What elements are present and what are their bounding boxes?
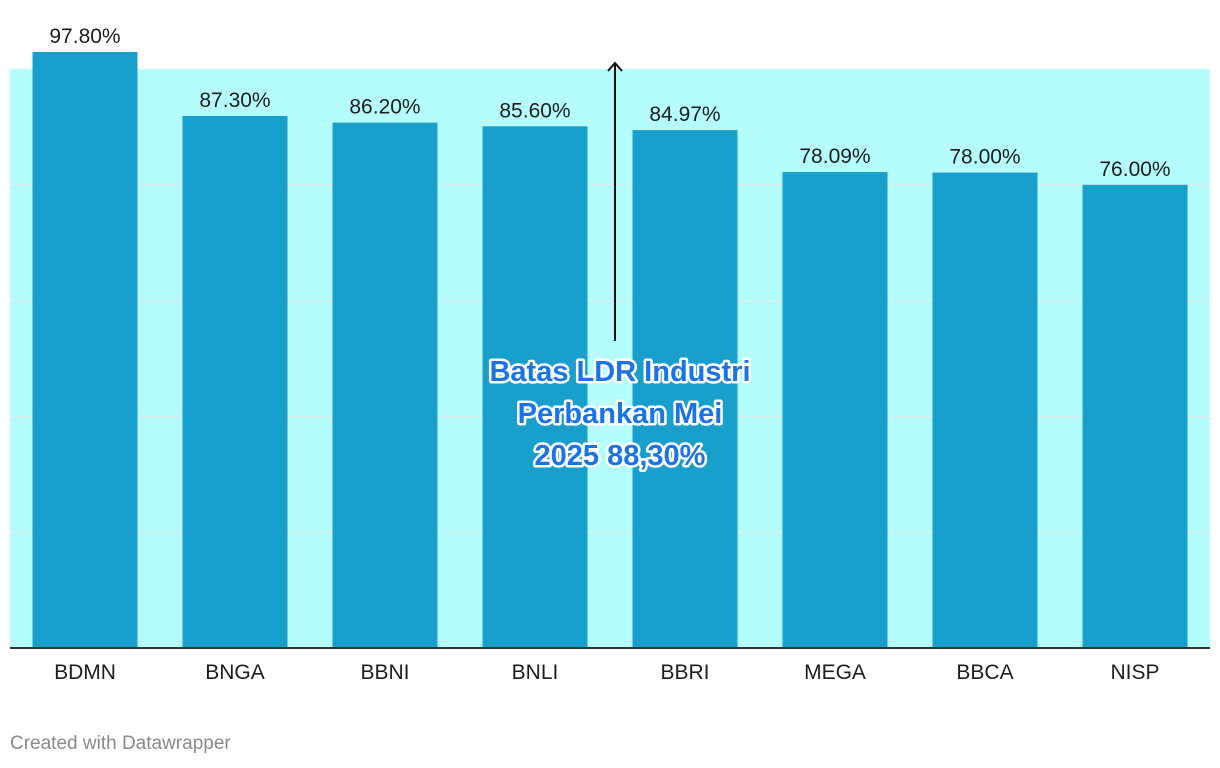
x-tick-label: NISP bbox=[1110, 661, 1159, 684]
value-label: 87.30% bbox=[199, 89, 270, 112]
x-tick-label: BNLI bbox=[512, 661, 559, 684]
bar-bbca bbox=[932, 172, 1038, 648]
bar-nisp bbox=[1082, 184, 1188, 649]
value-label: 78.00% bbox=[949, 146, 1020, 169]
value-label: 97.80% bbox=[49, 25, 120, 48]
bar-bbri bbox=[632, 130, 738, 649]
value-label: 86.20% bbox=[349, 96, 420, 119]
annotation-text-line: 2025 88,30% bbox=[535, 440, 706, 472]
value-label: 78.09% bbox=[799, 145, 870, 168]
x-tick-label: BBCA bbox=[956, 661, 1013, 684]
bar-bdmn bbox=[32, 51, 138, 648]
bar-bnli bbox=[482, 126, 588, 648]
annotation-text-line: Batas LDR Industri bbox=[489, 356, 750, 388]
annotation-arrow-head bbox=[607, 61, 623, 72]
bar-bbni bbox=[332, 122, 438, 649]
x-tick-label: MEGA bbox=[804, 661, 866, 684]
value-label: 76.00% bbox=[1099, 158, 1170, 181]
bar-mega bbox=[782, 172, 888, 648]
annotation-text-line: Perbankan Mei bbox=[518, 398, 723, 430]
x-tick-label: BBRI bbox=[660, 661, 709, 684]
footer-credit: Created with Datawrapper bbox=[10, 733, 231, 754]
bar-bnga bbox=[182, 115, 288, 649]
x-tick-label: BDMN bbox=[54, 661, 116, 684]
x-tick-label: BNGA bbox=[205, 661, 265, 684]
value-label: 85.60% bbox=[499, 99, 570, 122]
value-label: 84.97% bbox=[649, 103, 720, 126]
x-tick-label: BBNI bbox=[360, 661, 409, 684]
